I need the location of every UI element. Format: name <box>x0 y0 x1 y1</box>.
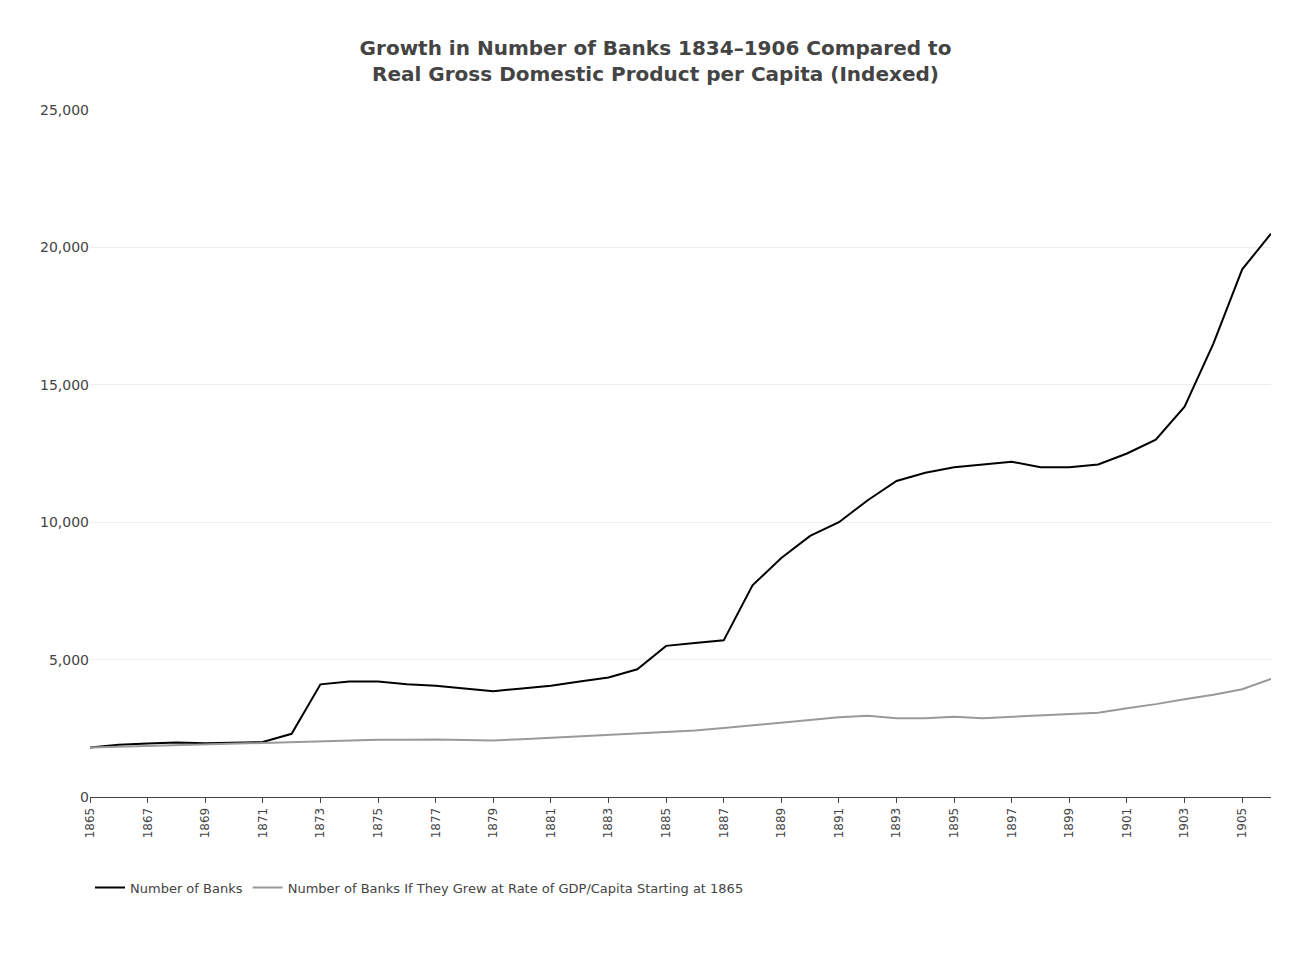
svg-text:1873: 1873 <box>313 808 327 839</box>
svg-text:1883: 1883 <box>601 808 615 839</box>
svg-text:1903: 1903 <box>1177 808 1191 839</box>
svg-text:1895: 1895 <box>947 808 961 839</box>
svg-text:1897: 1897 <box>1005 808 1019 839</box>
svg-text:1885: 1885 <box>659 808 673 839</box>
svg-text:Growth in Number of Banks 1834: Growth in Number of Banks 1834–1906 Comp… <box>360 36 952 86</box>
svg-text:1893: 1893 <box>889 808 903 839</box>
svg-text:10,000: 10,000 <box>40 514 89 530</box>
svg-text:1877: 1877 <box>429 808 443 839</box>
svg-text:5,000: 5,000 <box>49 652 89 668</box>
svg-text:1887: 1887 <box>717 808 731 839</box>
svg-text:1865: 1865 <box>83 808 97 839</box>
svg-text:1867: 1867 <box>141 808 155 839</box>
svg-text:1891: 1891 <box>832 808 846 839</box>
svg-text:25,000: 25,000 <box>40 102 89 118</box>
svg-text:1879: 1879 <box>486 808 500 839</box>
svg-text:20,000: 20,000 <box>40 239 89 255</box>
svg-text:1889: 1889 <box>774 808 788 839</box>
svg-text:15,000: 15,000 <box>40 377 89 393</box>
svg-text:1869: 1869 <box>198 808 212 839</box>
svg-text:1871: 1871 <box>256 808 270 839</box>
svg-text:1875: 1875 <box>371 808 385 839</box>
svg-text:1901: 1901 <box>1120 808 1134 839</box>
svg-text:Number of Banks: Number of Banks <box>130 881 243 896</box>
svg-text:1881: 1881 <box>544 808 558 839</box>
svg-text:1899: 1899 <box>1062 808 1076 839</box>
svg-text:1905: 1905 <box>1235 808 1249 839</box>
svg-text:Number of Banks If They Grew a: Number of Banks If They Grew at Rate of … <box>288 881 744 896</box>
svg-text:0: 0 <box>80 789 89 805</box>
